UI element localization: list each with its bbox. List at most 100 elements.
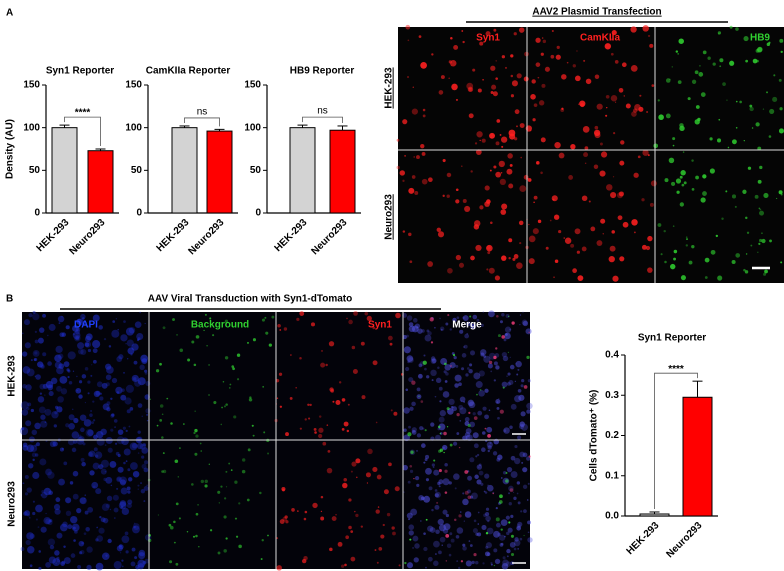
cell <box>328 341 335 347</box>
cell <box>492 451 498 456</box>
cell <box>523 76 529 82</box>
cell <box>434 395 437 398</box>
cell <box>54 361 62 369</box>
cell <box>105 374 112 381</box>
cell <box>67 375 70 379</box>
cell <box>195 512 199 516</box>
cell <box>445 322 449 326</box>
cell <box>24 492 29 496</box>
cell <box>489 169 492 172</box>
cell <box>432 466 435 469</box>
cell <box>34 422 41 430</box>
bar <box>206 130 233 214</box>
cell <box>445 513 449 518</box>
cell <box>499 494 503 499</box>
cell <box>276 565 282 571</box>
cell <box>285 520 289 524</box>
significance-bracket <box>64 116 101 146</box>
cell <box>431 463 435 467</box>
cell <box>495 517 500 522</box>
cell <box>501 136 508 143</box>
cell <box>482 311 484 313</box>
cell <box>295 386 297 389</box>
cell <box>672 144 675 147</box>
cell <box>47 538 56 546</box>
cell <box>90 410 93 413</box>
cell <box>528 235 536 243</box>
cell <box>429 527 436 533</box>
cell <box>40 420 48 428</box>
cell <box>71 447 77 453</box>
cell <box>439 536 446 543</box>
cell <box>468 369 473 374</box>
cell <box>430 341 434 344</box>
cell <box>464 333 470 339</box>
cell <box>186 531 189 533</box>
cell <box>508 257 511 260</box>
cell <box>99 396 104 401</box>
cell <box>427 331 432 336</box>
cell <box>423 532 426 535</box>
cell <box>183 423 185 425</box>
cell <box>75 329 81 335</box>
cell <box>499 534 506 541</box>
cell <box>427 261 434 267</box>
cell <box>513 496 517 501</box>
cell <box>423 354 426 357</box>
cell <box>444 362 447 366</box>
cell <box>350 470 353 473</box>
cell <box>126 503 132 509</box>
cell <box>581 195 588 202</box>
cell <box>310 322 316 327</box>
cell <box>485 31 491 37</box>
cell <box>365 472 371 478</box>
cell <box>41 490 45 494</box>
panel-label: B <box>6 294 13 305</box>
cell <box>755 122 760 127</box>
cell <box>118 501 127 510</box>
cell <box>484 414 489 420</box>
cell <box>88 450 96 458</box>
cell <box>780 50 783 54</box>
cell <box>466 434 473 442</box>
cell <box>428 556 433 562</box>
cell <box>719 65 722 68</box>
cell <box>413 477 415 480</box>
cell <box>109 461 117 468</box>
cell <box>411 430 417 435</box>
cell <box>754 194 759 199</box>
cell <box>123 448 131 456</box>
cell <box>466 321 471 327</box>
cell <box>320 510 323 513</box>
cell <box>203 329 205 332</box>
cell <box>509 163 513 167</box>
bar <box>51 127 78 214</box>
cell <box>402 179 405 182</box>
cell <box>554 259 559 264</box>
cell <box>143 485 149 491</box>
cell <box>478 463 482 467</box>
cell <box>436 227 442 233</box>
cell <box>73 417 79 424</box>
cell <box>161 413 164 416</box>
significance-label: ns <box>317 106 328 117</box>
significance-label: **** <box>75 108 91 119</box>
cell <box>447 314 450 317</box>
cell <box>79 497 87 505</box>
cell <box>361 395 366 400</box>
cell <box>161 470 164 473</box>
cell <box>138 552 146 560</box>
cell <box>246 498 250 502</box>
cell <box>501 563 509 570</box>
cell <box>22 384 27 389</box>
cell <box>452 406 457 412</box>
cell <box>478 466 480 468</box>
cell <box>175 562 179 566</box>
cell <box>549 219 552 222</box>
cell <box>90 374 93 377</box>
cell <box>739 100 742 104</box>
cell <box>779 38 784 43</box>
cell <box>527 537 533 543</box>
cell <box>137 403 143 408</box>
cell <box>507 351 510 354</box>
